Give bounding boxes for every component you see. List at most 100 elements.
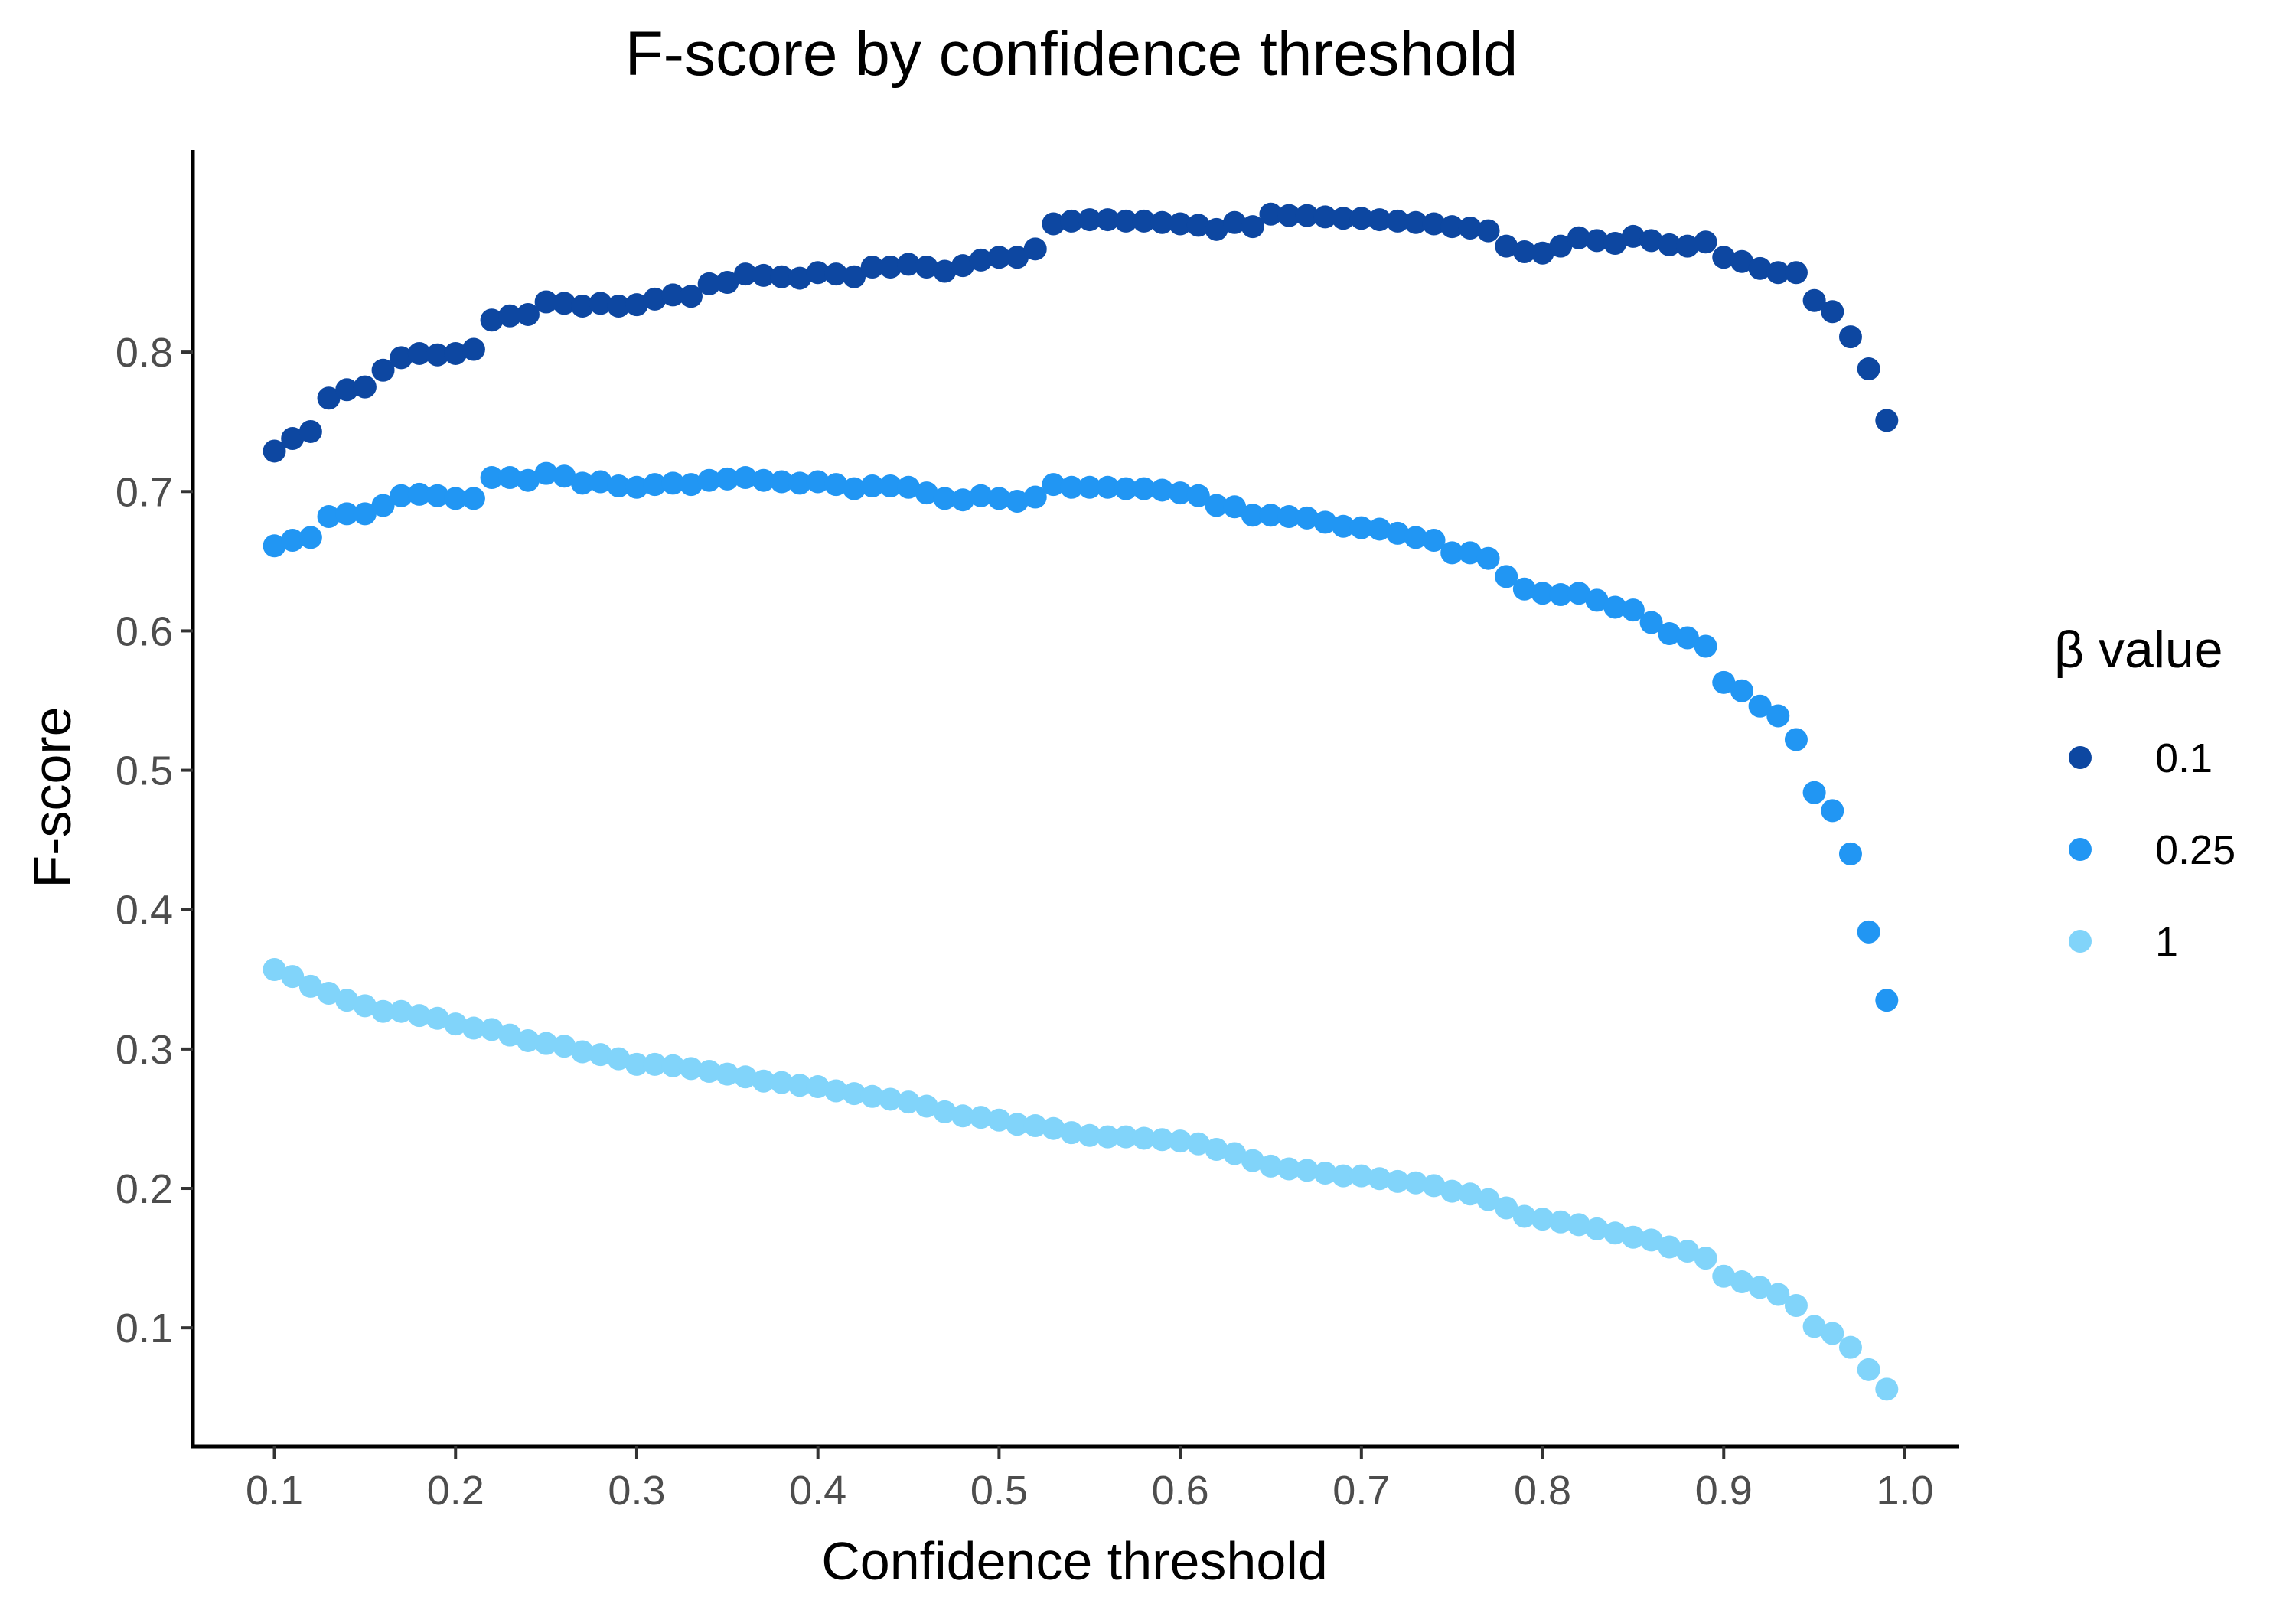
data-point [1549,583,1573,607]
data-point [335,502,359,526]
data-point [1295,1159,1319,1182]
data-point [1512,1204,1536,1228]
data-point [733,466,757,490]
data-point [281,965,305,989]
data-point [752,263,775,287]
data-point [263,439,286,463]
data-point [1150,478,1174,502]
data-point [371,358,395,382]
data-point [281,427,305,451]
data-point [607,295,631,318]
data-point [1277,505,1301,529]
data-point [1078,208,1101,232]
data-point [298,419,322,443]
data-point [788,471,812,495]
data-point [1821,1322,1844,1345]
data-point [752,1069,775,1093]
data-point [1639,229,1663,253]
data-point [1132,1126,1156,1150]
data-point [643,1052,667,1076]
data-point [1313,510,1337,534]
data-point [1857,1358,1880,1381]
data-point [589,292,612,315]
data-point [951,1104,975,1128]
x-tick-label: 0.4 [789,1468,846,1514]
data-point [1639,611,1663,634]
data-point [516,1028,540,1052]
data-point [1549,1210,1573,1234]
data-point [933,487,957,510]
data-point [607,474,631,497]
y-tick-label: 0.3 [116,1027,173,1073]
data-point [1023,485,1047,509]
data-point [553,292,576,315]
data-point [1458,1182,1482,1206]
legend-key [2069,746,2092,769]
data-point [1241,504,1264,527]
data-point [461,487,485,510]
data-point [1223,1142,1247,1165]
data-point [1006,490,1029,513]
data-point [1712,246,1736,269]
data-point [1694,1247,1717,1270]
data-point [390,484,413,507]
data-point [1186,1132,1210,1156]
data-point [1223,210,1247,234]
data-point [897,1090,921,1114]
legend-label: 0.1 [2155,735,2213,781]
data-point [1766,1283,1790,1306]
data-point [1712,670,1736,694]
data-point [1549,234,1573,258]
data-point [317,386,341,410]
data-point [1531,241,1554,265]
data-point [1295,506,1319,530]
data-point [498,1023,522,1047]
data-point [390,999,413,1023]
data-point [281,529,305,553]
data-point [716,271,739,295]
data-point [570,1040,594,1064]
data-point [1006,246,1029,269]
data-point [570,295,594,318]
data-point [806,1075,830,1099]
data-point [879,474,902,497]
data-point [679,1057,703,1081]
data-point [1186,214,1210,237]
data-point [1675,1239,1699,1263]
data-point [1730,1270,1753,1294]
y-tick-label: 0.7 [116,469,173,515]
data-point [553,1035,576,1058]
data-point [444,1012,468,1036]
data-point [1784,1294,1808,1318]
data-point [1748,694,1772,718]
x-axis-ticks: 0.1 0.2 0.3 0.4 0.5 0.6 0.7 0.8 0.9 1.0 [246,1446,1934,1514]
data-point [1349,516,1373,539]
data-point [1169,481,1192,505]
data-point [1132,209,1156,233]
data-point [969,1106,993,1129]
data-point [371,494,395,517]
data-point [770,1071,794,1094]
data-point [987,1108,1011,1132]
data-point [1476,1188,1500,1211]
data-point [788,266,812,290]
data-point [697,272,721,295]
data-point [1422,529,1446,553]
data-point [824,1079,848,1103]
data-point [1096,208,1120,232]
data-point [426,1006,449,1030]
data-point [1621,1225,1645,1249]
data-point [607,1047,631,1071]
data-point [860,474,884,497]
data-point [915,481,938,505]
data-point [1603,595,1627,619]
data-point [1023,237,1047,261]
chart-title: F-score by confidence threshold [625,19,1518,89]
data-point [843,477,866,500]
data-point [1495,234,1518,258]
data-point [824,262,848,286]
series-1 [263,958,1899,1401]
data-point [1875,989,1899,1012]
data-point [1042,212,1065,236]
